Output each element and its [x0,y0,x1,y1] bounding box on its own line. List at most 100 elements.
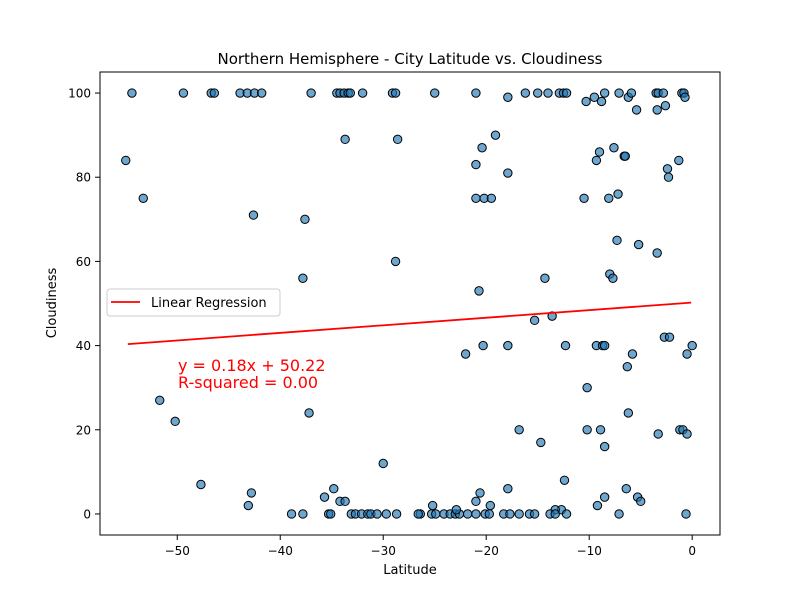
data-point [475,488,485,498]
data-point [514,425,524,435]
legend-label: Linear Regression [151,296,267,311]
data-point [298,509,308,519]
data-point [682,349,692,359]
data-point [243,500,254,511]
x-axis-label: Latitude [383,563,437,578]
data-point [477,143,487,153]
data-point [340,496,350,507]
data-point [486,193,497,203]
data-point [561,88,572,98]
data-point [490,130,501,140]
data-point [306,88,316,98]
data-point [579,193,589,203]
data-point [246,488,257,498]
data-point [560,340,571,351]
chart-title: Northern Hemisphere - City Latitude vs. … [217,50,602,68]
data-point [471,509,481,519]
data-point [613,189,623,199]
data-point [547,311,557,321]
data-point [533,88,543,98]
regression-annotations: y = 0.18x + 50.22 R-squared = 0.00 [178,356,326,392]
data-point [503,92,513,102]
data-point [559,475,570,485]
data-point [340,134,350,145]
data-point [209,88,220,98]
data-point [591,155,602,166]
data-point [471,193,481,203]
data-point [631,105,642,115]
data-point [682,429,692,439]
data-point [674,155,684,166]
data-point [614,88,624,98]
data-point [582,382,592,393]
data-point [178,88,189,98]
data-point [599,340,610,351]
data-point [608,273,618,283]
data-point [256,88,267,98]
y-tick-label: 0 [83,507,91,521]
data-point [612,235,622,246]
data-point [621,484,631,494]
data-point [599,441,610,452]
data-point [652,105,662,115]
data-point [614,509,624,519]
data-point [381,509,392,519]
data-point [687,340,697,351]
data-point [505,509,515,519]
regression-line [127,301,692,345]
data-point [451,505,462,515]
data-point [589,92,600,102]
y-tick-label: 100 [68,87,91,101]
data-point [592,500,603,511]
data-point [514,509,524,519]
data-point [471,496,481,507]
data-point [121,155,131,166]
x-tick-label: −30 [371,544,396,558]
y-axis-label: Cloudiness [45,268,60,339]
data-point [662,164,673,174]
data-point [543,88,553,98]
data-point [599,492,610,502]
data-point [413,509,423,519]
data-point [326,509,336,519]
data-point [529,509,540,519]
data-point [196,479,206,490]
data-point [378,458,388,469]
data-point [427,500,438,511]
data-point [529,315,540,326]
data-point [658,88,669,98]
data-point [581,96,591,107]
data-point [636,496,646,507]
data-point [345,88,355,98]
data-point [595,425,606,435]
data-point [609,143,619,153]
data-point [390,88,401,98]
data-point [599,88,610,98]
data-point [633,239,644,250]
data-point [298,273,308,283]
data-point [392,134,403,145]
data-point [248,210,259,220]
r-squared-text: R-squared = 0.00 [178,373,318,392]
data-point [484,509,494,519]
data-point [550,509,560,519]
data-point [594,147,605,157]
x-tick-label: 0 [688,544,696,558]
data-point [431,509,441,519]
data-point [596,96,607,107]
axes-frame [99,71,721,536]
data-point [680,92,690,102]
regression-equation: y = 0.18x + 50.22 [178,356,326,375]
y-tick-label: 20 [76,423,91,437]
x-tick-label: −40 [268,544,293,558]
data-point [372,509,382,519]
data-point [357,88,368,98]
data-point [155,395,165,406]
data-point [503,168,513,178]
data-point [627,349,638,359]
data-point [478,340,488,351]
data-point [390,256,401,267]
x-tick-label: −50 [165,544,190,558]
x-tick-label: −10 [577,544,602,558]
